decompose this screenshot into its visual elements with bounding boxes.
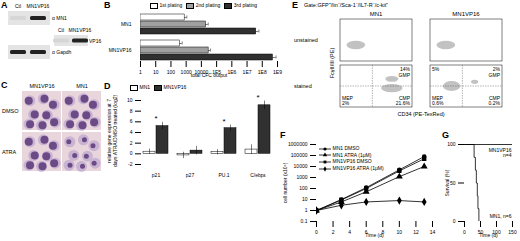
svg-text:100000: 100000: [291, 152, 308, 158]
svg-text:1: 1: [305, 207, 308, 213]
svg-text:α Gapdh: α Gapdh: [52, 49, 72, 55]
svg-text:*: *: [256, 93, 259, 102]
svg-text:MN1VP16: MN1VP16: [69, 27, 92, 33]
svg-text:100: 100: [299, 185, 308, 191]
svg-text:100: 100: [447, 141, 456, 147]
svg-text:0: 0: [463, 229, 466, 235]
svg-text:PU.1: PU.1: [218, 172, 229, 178]
svg-text:1E9: 1E9: [273, 69, 282, 75]
svg-text:10: 10: [397, 229, 403, 235]
svg-text:12: 12: [413, 229, 419, 235]
svg-text:100: 100: [167, 69, 176, 75]
svg-text:Gate:GFP⁺/lin⁻/Sca-1⁻/IL7-R⁻/c: Gate:GFP⁺/lin⁻/Sca-1⁻/IL7-R⁻/c-kit⁺: [304, 2, 388, 8]
svg-text:1: 1: [139, 69, 142, 75]
svg-text:0.6%: 0.6%: [432, 100, 444, 106]
svg-text:4: 4: [348, 229, 351, 235]
svg-text:FcγII/III (PE): FcγII/III (PE): [329, 48, 335, 79]
svg-text:14: 14: [430, 229, 436, 235]
svg-text:MN1VP16: MN1VP16: [109, 47, 132, 53]
svg-text:p21: p21: [152, 172, 161, 178]
svg-text:CD34 (PE-TexRed): CD34 (PE-TexRed): [397, 111, 444, 117]
svg-text:21.6%: 21.6%: [396, 100, 411, 106]
svg-text:10000: 10000: [294, 163, 308, 169]
svg-text:VP16: VP16: [89, 38, 101, 44]
svg-text:GMP: GMP: [489, 72, 501, 78]
svg-text:DMSO: DMSO: [2, 108, 19, 114]
svg-text:MN1VP16: MN1VP16: [29, 83, 54, 89]
svg-text:2: 2: [332, 229, 335, 235]
svg-text:1E7: 1E7: [243, 69, 252, 75]
svg-text:6: 6: [130, 118, 133, 124]
svg-text:MN1: MN1: [370, 11, 383, 17]
svg-text:-2: -2: [128, 161, 133, 167]
svg-text:0: 0: [315, 229, 318, 235]
svg-text:10: 10: [153, 69, 159, 75]
svg-text:GMP: GMP: [399, 72, 411, 78]
svg-text:MN1: MN1: [76, 83, 88, 89]
svg-text:0.2%: 0.2%: [489, 100, 501, 106]
svg-text:MN1VP16n=4: MN1VP16n=4: [489, 147, 512, 158]
svg-text:8: 8: [130, 108, 133, 114]
svg-text:ATRA: ATRA: [2, 149, 17, 155]
svg-text:1000000: 1000000: [288, 141, 308, 147]
svg-text:cell number (x10⁵): cell number (x10⁵): [282, 162, 288, 203]
svg-text:0: 0: [453, 218, 456, 224]
svg-text:2%: 2%: [342, 100, 350, 106]
svg-text:MN1VP16: MN1VP16: [27, 3, 50, 9]
svg-text:MN1VP16: MN1VP16: [452, 11, 480, 17]
svg-text:4: 4: [130, 129, 133, 135]
svg-text:10: 10: [127, 97, 133, 103]
svg-text:p27: p27: [186, 172, 195, 178]
svg-text:Ctl: Ctl: [58, 27, 64, 33]
svg-text:unstained: unstained: [294, 37, 318, 43]
svg-text:5%: 5%: [432, 66, 440, 72]
svg-text:150: 150: [508, 229, 517, 235]
svg-text:total CFC output: total CFC output: [191, 72, 228, 78]
svg-text:α MN1: α MN1: [52, 15, 67, 21]
svg-text:*: *: [154, 114, 157, 123]
svg-text:1E8: 1E8: [258, 69, 267, 75]
svg-text:1000: 1000: [296, 174, 307, 180]
svg-text:0: 0: [130, 150, 133, 156]
svg-text:*: *: [222, 117, 225, 126]
svg-text:C/ebpε: C/ebpε: [250, 172, 266, 178]
svg-text:10: 10: [302, 196, 308, 202]
svg-text:stained: stained: [294, 83, 312, 89]
svg-text:0.1: 0.1: [301, 218, 308, 224]
svg-text:1E6: 1E6: [227, 69, 236, 75]
svg-text:MN1: MN1: [121, 21, 132, 27]
svg-text:Time (d): Time (d): [365, 232, 384, 238]
svg-text:Time (d): Time (d): [479, 232, 498, 238]
svg-text:Survival (%): Survival (%): [444, 169, 450, 196]
svg-text:MN1, n=6: MN1, n=6: [490, 213, 512, 219]
svg-text:50: 50: [450, 180, 456, 186]
svg-text:Ctl: Ctl: [15, 3, 21, 9]
svg-text:2: 2: [130, 140, 133, 146]
